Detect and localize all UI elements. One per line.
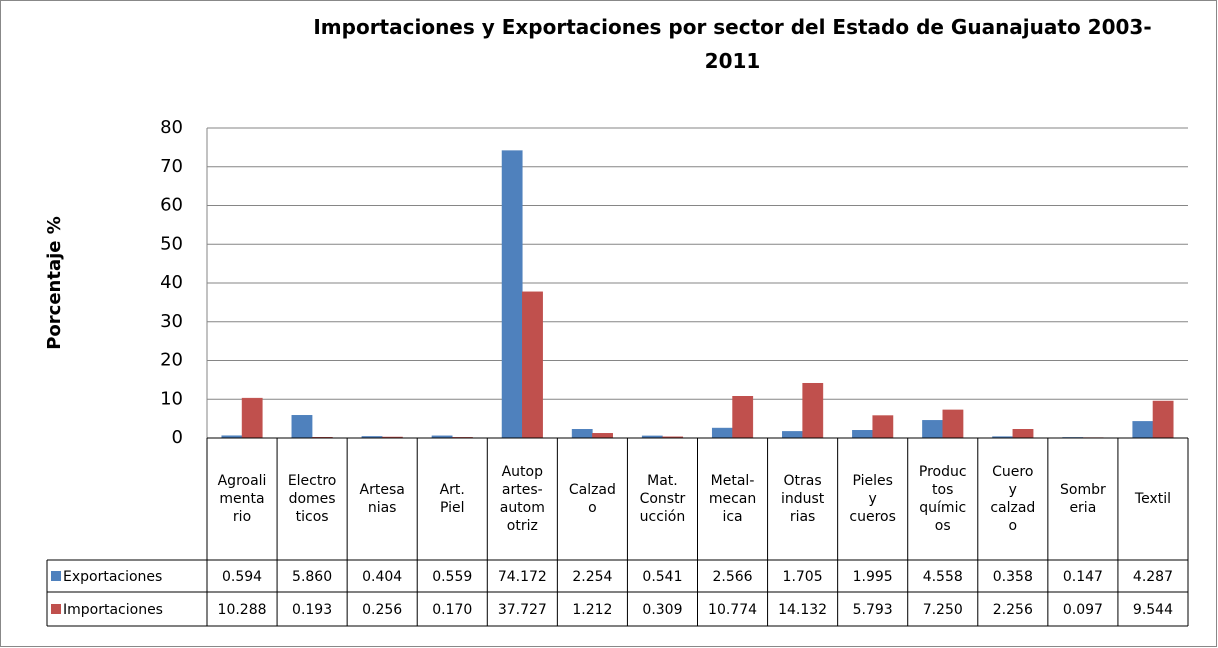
category-label: Metal- mecan ica [708,472,757,526]
value-label: 9.544 [1133,602,1173,618]
cell-box: Textil [1134,490,1171,507]
cell-box: Produc tos químic os [918,463,967,535]
bar [592,433,613,439]
legend-key [51,604,61,614]
value-label: 1.995 [853,569,893,585]
category-label: Artesa nias [359,481,405,516]
cell-box: Agroali menta rio [217,472,267,526]
bar [802,382,824,439]
y-tick-label: 60 [160,195,183,216]
bar [872,415,894,439]
cell-box: Metal- mecan ica [708,472,757,526]
y-axis-label: Porcentaje % [44,216,65,350]
bar [571,429,593,439]
value-label: 0.256 [362,602,402,618]
value-label: 0.170 [432,602,472,618]
value-label: 0.097 [1063,602,1103,618]
value-label: 10.774 [708,602,757,618]
bar [1152,400,1174,439]
value-label: 74.172 [498,569,547,585]
bar [1132,421,1154,439]
value-label: 0.309 [642,602,682,618]
bar [711,427,733,439]
category-label: Sombr eria [1060,481,1106,516]
y-tick-label: 10 [160,388,183,409]
value-label: 5.860 [292,569,332,585]
value-label: 0.404 [362,569,402,585]
bar [522,291,543,439]
category-label: Mat. Constr ucción [639,472,686,526]
y-tick-label: 20 [160,350,183,371]
legend-key [51,571,61,581]
value-label: 2.566 [712,569,752,585]
y-tick-label: 70 [160,156,183,177]
cell-box: Sombr eria [1060,481,1106,516]
y-tick-label: 30 [160,311,183,332]
bar [291,415,313,439]
y-tick-label: 80 [160,117,183,138]
value-label: 0.594 [222,569,262,585]
y-tick-label: 50 [160,233,183,254]
cell-box: Art. Piel [439,481,465,516]
category-label: Textil [1134,490,1171,507]
value-label: 14.132 [778,602,827,618]
bar [922,420,943,439]
value-label: 0.559 [432,569,472,585]
legend-label: Importaciones [63,602,163,618]
bar [501,150,523,439]
category-label: Electro domes ticos [287,472,337,526]
value-label: 37.727 [498,602,547,618]
cell-box: Mat. Constr ucción [639,472,686,526]
cell-box: Pieles y cueros [849,472,896,526]
bar [852,430,873,439]
value-label: 7.250 [923,602,963,618]
value-label: 4.287 [1133,569,1173,585]
bar [942,409,964,439]
value-label: 2.254 [572,569,612,585]
cell-box: Artesa nias [359,481,405,516]
chart-title: Importaciones y Exportaciones por sector… [313,15,1152,73]
value-label: 2.256 [993,602,1033,618]
y-tick-label: 40 [160,272,183,293]
category-label: Art. Piel [439,481,465,516]
value-label: 1.212 [572,602,612,618]
category-label: Cuero y calzad o [990,463,1036,535]
cell-box: Calzad o [568,481,616,516]
category-label: Calzad o [568,481,616,516]
category-label: Agroali menta rio [217,472,267,526]
category-label: Autop artes- autom otriz [499,463,545,535]
cell-box: Otras indust rias [780,472,825,526]
bar [1012,429,1034,439]
value-label: 0.147 [1063,569,1103,585]
y-tick-label: 0 [172,427,183,448]
value-label: 4.558 [923,569,963,585]
cell-box: Autop artes- autom otriz [499,463,545,535]
value-label: 0.193 [292,602,332,618]
cell-box: Electro domes ticos [287,472,337,526]
value-label: 5.793 [853,602,893,618]
bar [732,396,754,439]
value-label: 10.288 [218,602,267,618]
legend-label: Exportaciones [63,569,162,585]
bar [241,397,263,439]
category-label: Otras indust rias [780,472,825,526]
value-label: 1.705 [783,569,823,585]
category-label: Pieles y cueros [849,472,896,526]
bar [782,431,803,439]
category-label: Produc tos químic os [918,463,967,535]
value-label: 0.541 [642,569,682,585]
value-label: 0.358 [993,569,1033,585]
cell-box: Cuero y calzad o [990,463,1036,535]
title-box: Importaciones y Exportaciones por sector… [313,15,1152,73]
